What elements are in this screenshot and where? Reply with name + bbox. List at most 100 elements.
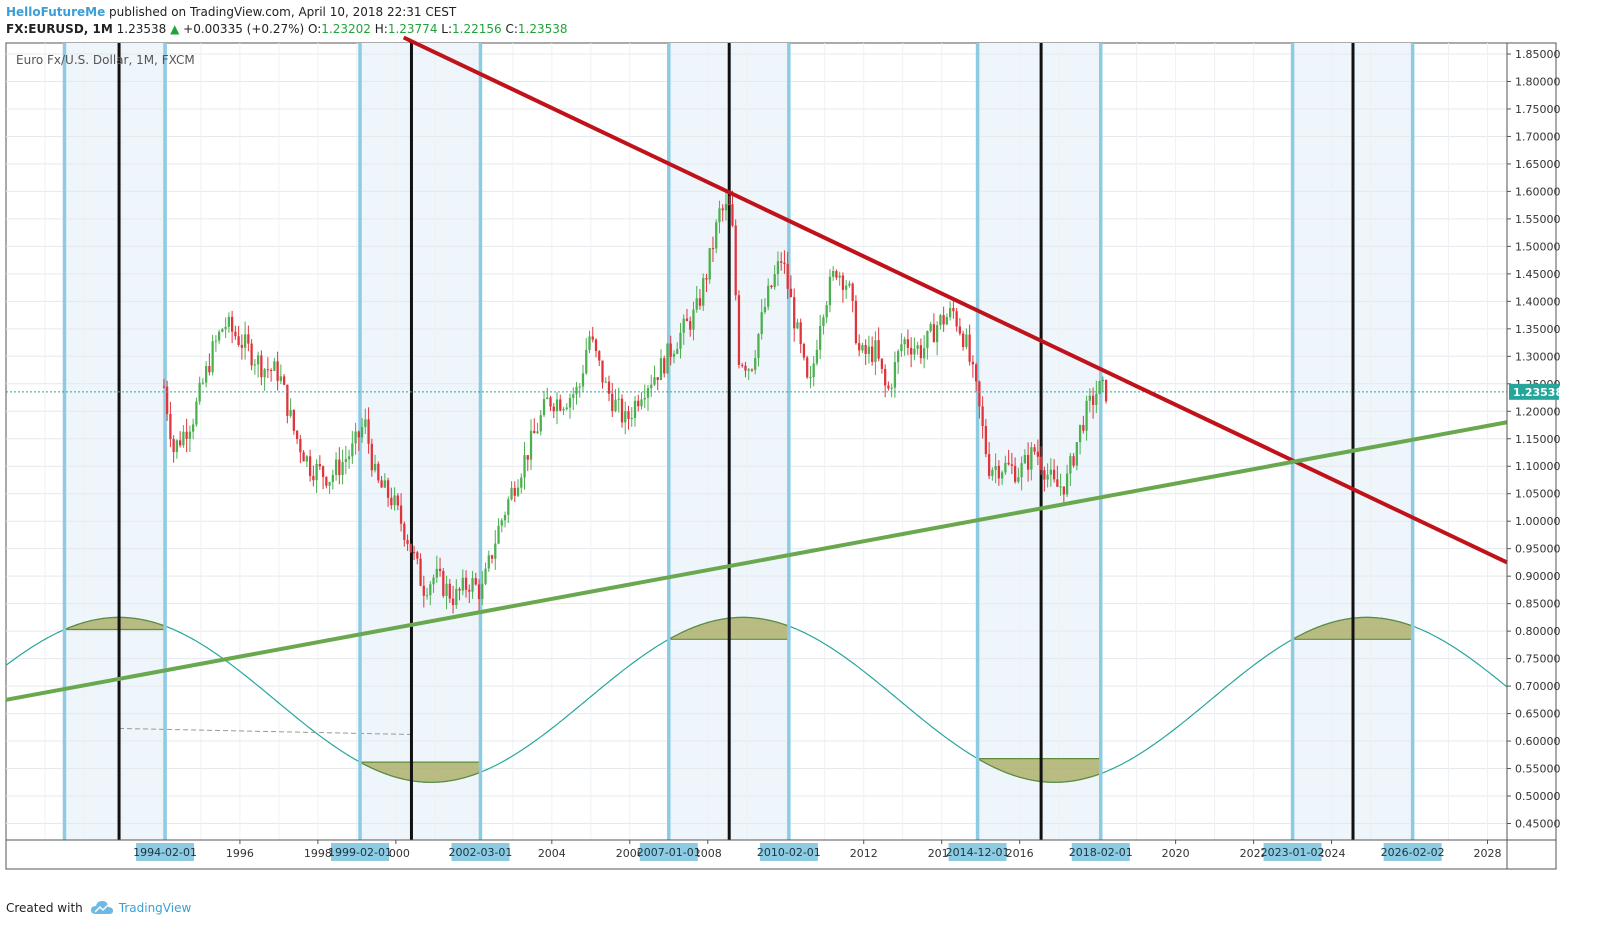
candle-body xyxy=(1056,479,1059,487)
candle-body xyxy=(487,555,490,569)
candle-body xyxy=(451,598,455,606)
candle-body xyxy=(942,315,945,325)
candle-body xyxy=(822,317,825,326)
candle-body xyxy=(692,309,695,330)
candle-body xyxy=(1046,474,1049,480)
candle-body xyxy=(737,295,741,365)
candle-body xyxy=(890,387,893,389)
candle-body xyxy=(192,424,195,432)
candle-body xyxy=(510,487,513,500)
candle-body xyxy=(971,361,975,365)
candle-body xyxy=(318,463,321,467)
candle-body xyxy=(910,347,913,355)
candle-body xyxy=(640,399,643,407)
candle-body xyxy=(481,583,484,600)
candle-body xyxy=(260,355,263,378)
shaded-bands xyxy=(64,43,1413,840)
candle-body xyxy=(617,398,620,400)
cycle-date-badge xyxy=(1263,843,1322,861)
candle-body xyxy=(607,381,611,394)
candle-body xyxy=(728,204,731,206)
candle-body xyxy=(627,411,630,419)
candle-body xyxy=(1026,455,1030,470)
candle-body xyxy=(601,360,604,383)
candle-body xyxy=(338,459,341,476)
cycle-date-label: 1994-02-01 xyxy=(133,846,197,859)
price-axis[interactable]: 1.85000 1.80000 1.75000 1.70000 1.65000 1.600… xyxy=(1506,43,1563,869)
cycle-date-badge xyxy=(136,843,195,861)
candle-body xyxy=(289,409,292,416)
candle-body xyxy=(997,465,1001,479)
candle-body xyxy=(286,384,289,416)
author-link[interactable]: HelloFutureMe xyxy=(6,5,106,19)
cycle-date-label: 2007-01-01 xyxy=(637,846,701,859)
candle-body xyxy=(955,311,958,327)
candle-body xyxy=(884,368,887,386)
x-tick-label: 2020 xyxy=(1162,847,1190,860)
current-price-label: 1.23538 xyxy=(1513,386,1563,399)
candles xyxy=(162,190,1108,614)
candle-body xyxy=(780,261,783,263)
candle-body xyxy=(809,377,812,379)
dashed-ref-line xyxy=(119,727,412,735)
candle-body xyxy=(227,316,231,327)
candle-body xyxy=(789,288,793,298)
chart-title: Euro Fx/U.S. Dollar, 1M, FXCM xyxy=(16,53,195,67)
candle-body xyxy=(516,487,520,496)
candle-body xyxy=(906,339,910,348)
candle-body xyxy=(721,208,724,211)
x-tick-label: 2012 xyxy=(850,847,878,860)
candle-body xyxy=(893,362,897,388)
candle-body xyxy=(796,322,799,329)
candle-body xyxy=(919,345,923,359)
candle-body xyxy=(1052,469,1056,480)
created-with-label: Created with xyxy=(6,901,83,915)
open-value: 1.23202 xyxy=(321,22,371,36)
candle-body xyxy=(464,577,468,590)
cycle-date-label: 1999-02-01 xyxy=(328,846,392,859)
cycle-date-badge xyxy=(1383,843,1442,861)
candle-body xyxy=(383,480,386,488)
candle-body xyxy=(393,495,396,506)
candle-body xyxy=(1065,473,1069,495)
candle-body xyxy=(1033,447,1036,452)
candle-body xyxy=(643,397,646,400)
candle-body xyxy=(419,558,422,586)
candle-body xyxy=(698,298,702,306)
candle-body xyxy=(987,454,991,477)
candle-body xyxy=(783,262,786,264)
candle-body xyxy=(1075,442,1078,466)
candle-body xyxy=(266,369,269,371)
cycle-cap xyxy=(359,761,482,783)
candle-body xyxy=(360,427,364,438)
candle-body xyxy=(1072,456,1075,466)
candle-body xyxy=(1059,486,1062,488)
price-change: +0.00335 (+0.27%) xyxy=(183,22,305,36)
candle-body xyxy=(861,344,864,351)
candle-body xyxy=(214,340,218,342)
candle-body xyxy=(377,463,380,481)
candle-body xyxy=(877,340,880,359)
candle-body xyxy=(984,426,988,455)
x-tick-label: 2004 xyxy=(538,847,566,860)
candle-body xyxy=(958,326,962,334)
time-axis[interactable]: 1996 1998 2000 2004 2006 2008 2012 2014 2016 2020… xyxy=(6,839,1556,861)
candle-body xyxy=(611,393,614,412)
candle-body xyxy=(832,270,835,277)
close-label: C: xyxy=(505,22,518,36)
candle-body xyxy=(425,595,429,597)
candle-body xyxy=(903,339,906,345)
candle-body xyxy=(542,399,546,416)
candle-body xyxy=(685,318,689,322)
candle-body xyxy=(328,482,331,486)
candle-body xyxy=(315,463,318,481)
tradingview-link[interactable]: TradingView xyxy=(90,901,191,915)
candle-body xyxy=(767,285,770,307)
candle-body xyxy=(256,355,260,365)
candle-body xyxy=(185,431,188,439)
candle-body xyxy=(1010,464,1014,466)
candle-body xyxy=(1017,477,1020,482)
cycle-date-badge xyxy=(759,843,818,861)
candle-body xyxy=(669,343,672,357)
